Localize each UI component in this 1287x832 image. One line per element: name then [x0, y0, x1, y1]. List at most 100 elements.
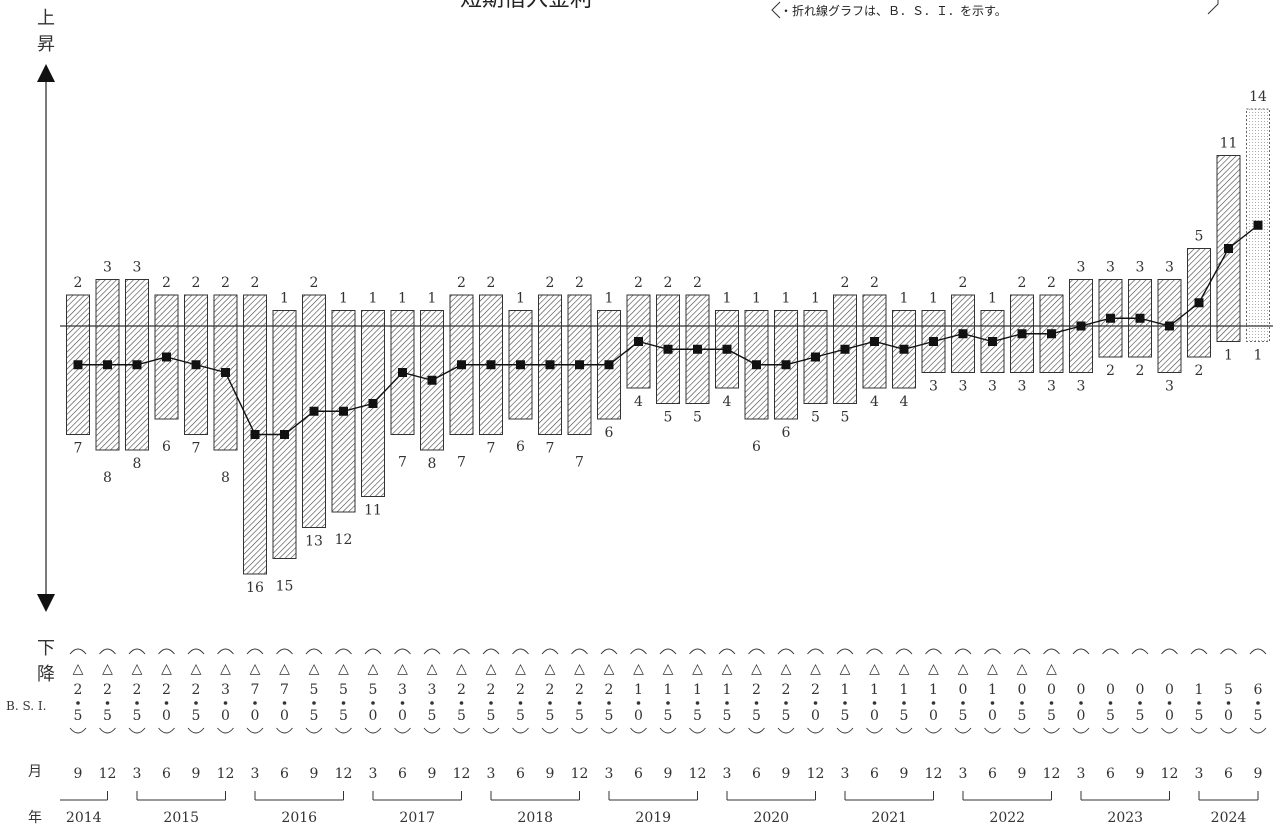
bar-up — [803, 310, 828, 327]
bar-up — [1039, 294, 1064, 327]
bar-up-value: 2 — [251, 275, 260, 291]
negative-sign: △ — [928, 661, 939, 677]
bsi-decimal: 5 — [605, 708, 614, 724]
bsi-decimal: 5 — [900, 708, 909, 724]
decimal-dot — [135, 701, 139, 705]
paren-top — [630, 648, 647, 655]
month-row-label: 月 — [28, 764, 42, 780]
year-label: 2017 — [399, 810, 435, 826]
paren-bottom — [1249, 727, 1267, 734]
bsi-integer: 2 — [192, 682, 201, 698]
bsi-decimal: 5 — [1254, 708, 1263, 724]
bar-down-value: 6 — [782, 425, 791, 441]
negative-sign: △ — [102, 661, 113, 677]
bsi-point — [1194, 298, 1204, 308]
paren-top — [659, 648, 677, 655]
month-row: 9 12 3 6 9 12 3 6 9 12 3 6 9 12 3 6 9 12 3 6 9 12 3 6 9 12 3 6 9 12 3 6… — [74, 766, 1263, 782]
bar-up — [921, 310, 946, 327]
bsi-decimal: 5 — [428, 708, 437, 724]
month-label: 9 — [1018, 766, 1027, 782]
decimal-dot — [813, 701, 818, 705]
bar-down — [685, 325, 710, 404]
bsi-point — [1106, 313, 1115, 323]
bsi-point — [693, 344, 702, 354]
negative-sign: △ — [958, 661, 969, 677]
bsi-decimal: 5 — [487, 708, 496, 724]
negative-sign: △ — [368, 661, 379, 677]
bar-down — [744, 325, 769, 420]
paren-top — [718, 648, 736, 655]
bar-down — [656, 325, 680, 404]
decimal-dot — [489, 701, 493, 705]
paren-bottom — [246, 727, 264, 734]
bar-down — [272, 325, 297, 559]
month-label: 3 — [723, 766, 732, 782]
bar-down-value: 1 — [1254, 348, 1263, 364]
decimal-dot — [1197, 701, 1201, 705]
bar-up — [66, 294, 90, 327]
bar-up-value: 3 — [1165, 260, 1174, 276]
bar-down-value: 7 — [398, 455, 407, 471]
decimal-dot — [312, 701, 316, 705]
bar-down-value: 13 — [305, 534, 323, 550]
decimal-dot — [548, 701, 552, 705]
decimal-dot — [1226, 701, 1231, 705]
bar-up-value: 1 — [988, 291, 997, 307]
paren-bottom — [335, 727, 352, 734]
paren-bottom — [1043, 727, 1060, 734]
bsi-integer: 1 — [841, 682, 850, 698]
bar-up-value: 2 — [693, 275, 702, 291]
bar-up — [243, 294, 267, 327]
bar-down-value: 7 — [575, 455, 584, 471]
paren-bottom — [1072, 727, 1090, 734]
bsi-point — [457, 360, 466, 370]
bsi-point — [73, 360, 83, 370]
month-label: 12 — [99, 766, 117, 782]
paren-top — [925, 648, 942, 655]
bar-up-value: 2 — [634, 275, 643, 291]
paren-bottom — [630, 727, 647, 734]
bar-down-value: 7 — [546, 441, 555, 457]
year-row: 2014 2015 2016 2017 2018 2019 2020 2021 2022 2023… — [60, 791, 1259, 826]
bsi-point — [1224, 244, 1233, 253]
bsi-point — [368, 399, 378, 408]
bar-down-value: 7 — [457, 455, 466, 471]
paren-bottom — [158, 727, 175, 734]
decimal-dot — [1138, 701, 1142, 705]
decimal-dot — [371, 701, 375, 705]
month-label: 6 — [988, 766, 997, 782]
paren-top — [69, 648, 87, 655]
down-label-1: 下 — [37, 638, 55, 659]
month-label: 3 — [959, 766, 968, 782]
year-label: 2021 — [871, 810, 907, 826]
bar-up — [833, 294, 857, 327]
month-label: 12 — [807, 766, 825, 782]
paren-top — [836, 648, 854, 655]
negative-sign: △ — [250, 661, 261, 677]
paren-top — [1131, 648, 1149, 655]
bar-down — [243, 325, 267, 575]
bar-up — [272, 310, 297, 327]
decimal-dot — [223, 701, 228, 705]
paren-top — [1161, 648, 1178, 655]
bar-up-value: 3 — [1136, 260, 1145, 276]
paren-bottom — [600, 727, 618, 734]
bar-down-value: 2 — [1136, 363, 1145, 379]
bsi-point — [309, 406, 319, 416]
bar-up-value: 2 — [1018, 275, 1027, 291]
bsi-integer: 1 — [634, 682, 643, 698]
negative-sign: △ — [279, 661, 290, 677]
bar-up-value: 2 — [664, 275, 673, 291]
negative-sign: △ — [692, 661, 703, 677]
bar-up — [744, 310, 769, 327]
negative-sign: △ — [574, 661, 585, 677]
bar-up — [390, 310, 415, 327]
paren-top — [305, 648, 323, 655]
bsi-decimal: 5 — [841, 708, 850, 724]
bsi-integer: 2 — [103, 682, 112, 698]
bar-down-value: 6 — [162, 439, 171, 455]
bar-down-value: 5 — [841, 410, 850, 426]
decimal-dot — [725, 701, 729, 705]
bar-up-value: 2 — [546, 275, 555, 291]
bar-down — [66, 325, 90, 435]
